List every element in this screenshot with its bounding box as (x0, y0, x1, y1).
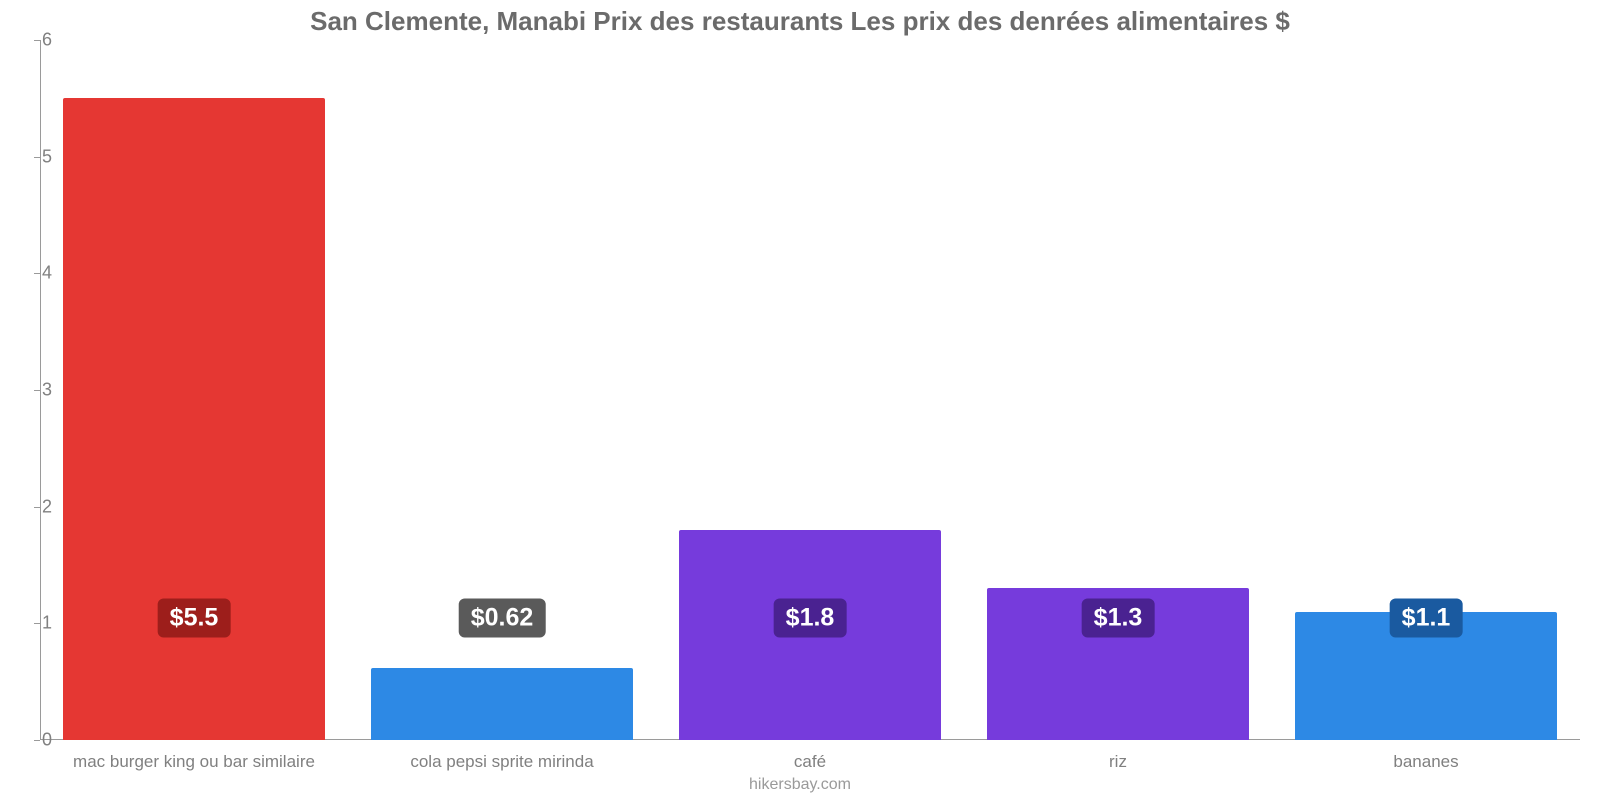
y-tick (34, 740, 40, 741)
chart-title: San Clemente, Manabi Prix des restaurant… (0, 6, 1600, 37)
y-tick-label: 1 (42, 613, 52, 634)
bar-value-badge: $5.5 (158, 598, 231, 637)
y-tick-label: 3 (42, 380, 52, 401)
price-bar-chart: San Clemente, Manabi Prix des restaurant… (0, 0, 1600, 800)
y-axis-line (40, 40, 41, 740)
y-tick-label: 5 (42, 146, 52, 167)
chart-source: hikersbay.com (0, 776, 1600, 794)
bar-value-badge: $1.3 (1082, 598, 1155, 637)
y-tick (34, 623, 40, 624)
x-category-label: mac burger king ou bar similaire (73, 752, 315, 772)
y-tick-label: 2 (42, 496, 52, 517)
y-tick (34, 40, 40, 41)
y-tick (34, 390, 40, 391)
x-category-label: café (794, 752, 826, 772)
y-tick-label: 0 (42, 730, 52, 751)
bar (371, 668, 633, 740)
bar-value-badge: $1.1 (1390, 598, 1463, 637)
y-tick (34, 273, 40, 274)
y-tick (34, 157, 40, 158)
x-category-label: riz (1109, 752, 1127, 772)
x-category-label: cola pepsi sprite mirinda (410, 752, 593, 772)
y-tick-label: 4 (42, 263, 52, 284)
y-tick (34, 507, 40, 508)
x-category-label: bananes (1393, 752, 1458, 772)
y-tick-label: 6 (42, 30, 52, 51)
bar (63, 98, 325, 740)
plot-area: mac burger king ou bar similaire$5.5cola… (40, 40, 1580, 740)
bar-value-badge: $0.62 (459, 598, 546, 637)
bar-value-badge: $1.8 (774, 598, 847, 637)
